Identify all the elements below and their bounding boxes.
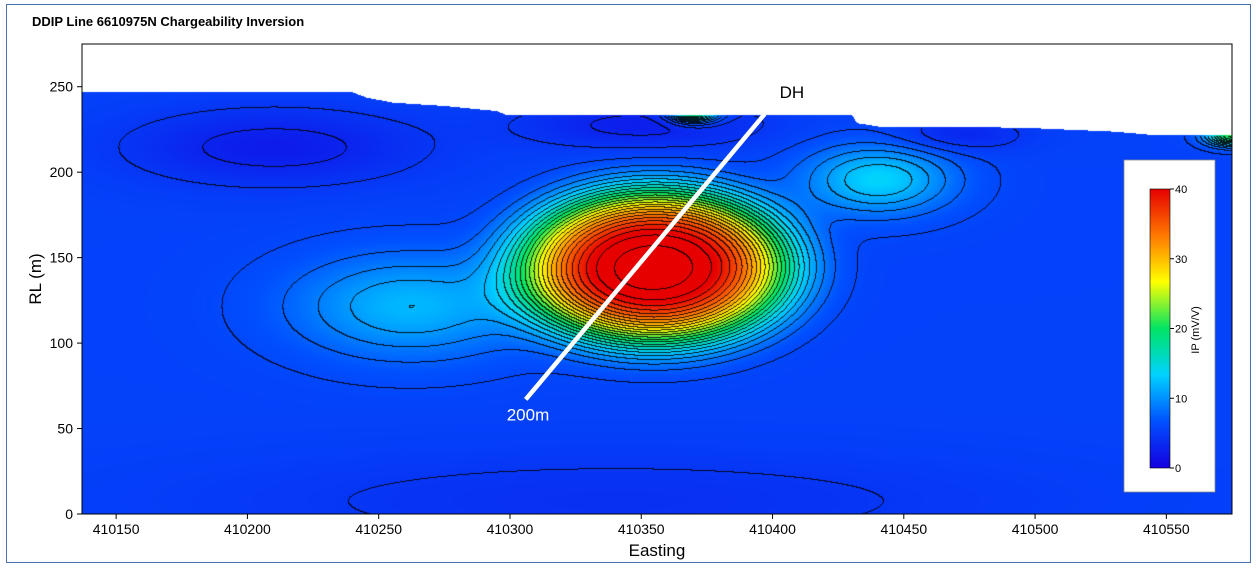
colorbar-tick-label: 30	[1175, 254, 1187, 266]
y-axis-label: RL (m)	[26, 253, 45, 304]
colorbar: 0 10 20 30 40 IP (mV/V)	[1123, 159, 1216, 493]
colorbar-ticks: 0 10 20 30 40	[1170, 184, 1187, 475]
drillhole-depth-label: 200m	[507, 405, 550, 424]
plot-border	[81, 43, 1233, 515]
y-tick-label: 0	[65, 506, 73, 522]
drillhole-trace	[523, 112, 767, 401]
drillhole: DH 200m	[507, 83, 804, 424]
colorbar-tick-label: 10	[1175, 393, 1187, 405]
y-tick-label: 150	[50, 250, 74, 266]
y-tick-label: 250	[50, 79, 74, 95]
colorbar-tick-label: 20	[1175, 324, 1187, 336]
colorbar-tick-label: 0	[1175, 463, 1181, 475]
y-tick-label: 50	[57, 421, 73, 437]
colorbar-label: IP (mV/V)	[1190, 306, 1202, 353]
x-tick-label: 410300	[487, 521, 534, 537]
y-tick-label: 100	[50, 335, 74, 351]
x-tick-label: 410450	[880, 521, 927, 537]
heatmap-layer	[82, 44, 1232, 514]
x-tick-label: 410550	[1143, 521, 1190, 537]
x-tick-label: 410200	[224, 521, 271, 537]
x-tick-label: 410400	[749, 521, 796, 537]
y-axis: 0 50 100 150 200 250	[50, 79, 82, 522]
x-tick-label: 410150	[93, 521, 140, 537]
heatmap-canvas	[82, 44, 1232, 514]
x-tick-label: 410350	[618, 521, 665, 537]
x-tick-label: 410250	[355, 521, 402, 537]
y-tick-label: 200	[50, 164, 74, 180]
chart-title: DDIP Line 6610975N Chargeability Inversi…	[32, 14, 305, 29]
x-axis: 410150 410200 410250 410300 410350 410400 4104…	[93, 514, 1190, 537]
drillhole-label: DH	[780, 83, 805, 102]
colorbar-ramp	[1149, 188, 1171, 469]
colorbar-tick-label: 40	[1175, 184, 1187, 196]
x-tick-label: 410500	[1012, 521, 1059, 537]
x-axis-label: Easting	[629, 541, 686, 560]
